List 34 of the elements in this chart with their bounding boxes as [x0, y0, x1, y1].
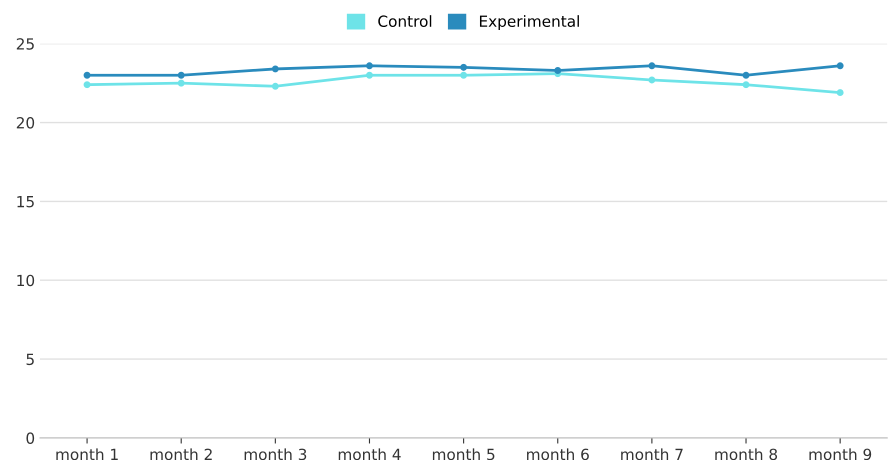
legend-label: Control	[378, 15, 432, 27]
point	[460, 64, 468, 71]
x-tick-label: month 6	[527, 448, 589, 460]
point	[836, 62, 844, 70]
point	[84, 72, 91, 79]
point	[272, 65, 279, 72]
point	[84, 81, 91, 88]
point	[272, 82, 279, 90]
y-tick-label: 5	[26, 354, 34, 366]
y-tick-label: 0	[26, 432, 34, 444]
point	[648, 62, 656, 70]
x-tick-label: month 5	[432, 448, 494, 460]
point	[460, 72, 468, 79]
x-tick-label: month 8	[715, 448, 778, 460]
point	[366, 72, 373, 79]
x-tick-label: month 3	[244, 448, 306, 460]
point	[836, 89, 844, 96]
point	[742, 72, 750, 79]
x-tick-label: month 4	[338, 448, 401, 460]
point	[554, 67, 562, 74]
x-tick-label: month 7	[621, 448, 683, 460]
x-tick-label: month 1	[56, 448, 118, 460]
point	[178, 72, 185, 79]
x-tick-label: month 2	[150, 448, 212, 460]
y-tick-label: 10	[17, 274, 34, 286]
point	[742, 81, 750, 88]
y-tick-label: 25	[16, 38, 34, 50]
point	[648, 76, 656, 84]
y-tick-label: 15	[17, 196, 34, 208]
y-tick-label: 20	[16, 117, 34, 129]
point	[366, 62, 373, 70]
point	[178, 80, 185, 87]
legend-label: Experimental	[480, 15, 579, 30]
x-tick-label: month 9	[809, 448, 872, 460]
